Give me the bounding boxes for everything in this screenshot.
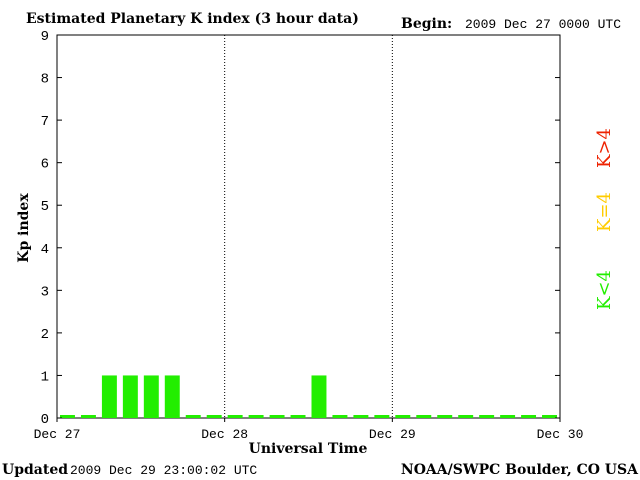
x-tick-label: Dec 29 xyxy=(369,427,416,442)
kp-bar xyxy=(479,415,495,418)
kp-bar xyxy=(143,375,159,418)
legend-label: K=4 xyxy=(594,192,615,232)
kp-bar xyxy=(353,415,369,418)
x-tick-label: Dec 28 xyxy=(201,427,248,442)
y-axis: 0 1 2 3 4 5 6 7 8 9 xyxy=(41,29,560,428)
kp-bar xyxy=(311,375,327,418)
kp-bar xyxy=(458,415,474,418)
kp-bar xyxy=(416,415,432,418)
legend-label: K<4 xyxy=(594,270,615,310)
credit-text: NOAA/SWPC Boulder, CO USA xyxy=(401,462,639,478)
legend-item: K=4 xyxy=(594,192,615,232)
y-tick-label: 7 xyxy=(41,114,49,130)
legend: K<4 K=4 K>4 xyxy=(594,128,615,310)
kp-bar xyxy=(332,415,348,418)
kp-bar xyxy=(206,415,222,418)
x-axis: Dec 27 Dec 28 Dec 29 Dec 30 xyxy=(34,418,584,442)
kp-bar xyxy=(122,375,138,418)
kp-bar xyxy=(269,415,285,418)
legend-item: K<4 xyxy=(594,270,615,310)
y-tick-label: 1 xyxy=(41,369,49,385)
chart-title: Estimated Planetary K index (3 hour data… xyxy=(26,11,359,27)
kp-bar xyxy=(500,415,516,418)
kp-bar xyxy=(437,415,453,418)
kp-bar xyxy=(521,415,537,418)
y-tick-label: 3 xyxy=(41,284,49,300)
y-tick-label: 0 xyxy=(41,412,49,428)
kp-bar xyxy=(374,415,390,418)
y-tick-label: 9 xyxy=(41,29,49,45)
kp-bar xyxy=(185,415,201,418)
kp-bar xyxy=(60,415,75,418)
updated-value: 2009 Dec 29 23:00:02 UTC xyxy=(70,463,257,478)
kp-bar xyxy=(101,375,117,418)
x-tick-label: Dec 30 xyxy=(537,427,584,442)
y-tick-label: 2 xyxy=(41,327,49,343)
legend-label: K>4 xyxy=(594,128,615,168)
begin-label: Begin: xyxy=(401,16,452,32)
y-tick-label: 5 xyxy=(41,199,49,215)
updated-label: Updated xyxy=(2,462,68,478)
kp-bar xyxy=(395,415,411,418)
y-axis-label: Kp index xyxy=(16,193,32,263)
begin-value: 2009 Dec 27 0000 UTC xyxy=(465,17,621,32)
legend-item: K>4 xyxy=(594,128,615,168)
plot-area xyxy=(56,34,561,419)
y-tick-label: 6 xyxy=(41,157,49,173)
kp-bar xyxy=(542,415,557,418)
y-tick-label: 8 xyxy=(41,72,49,88)
kp-bar xyxy=(248,415,264,418)
y-tick-label: 4 xyxy=(41,242,49,258)
kp-bar xyxy=(164,375,180,418)
x-tick-label: Dec 27 xyxy=(34,427,81,442)
kp-bar xyxy=(80,415,96,418)
kp-bar xyxy=(290,415,306,418)
plot-frame xyxy=(56,34,561,419)
kp-bar xyxy=(227,415,243,418)
x-axis-label: Universal Time xyxy=(249,441,368,457)
